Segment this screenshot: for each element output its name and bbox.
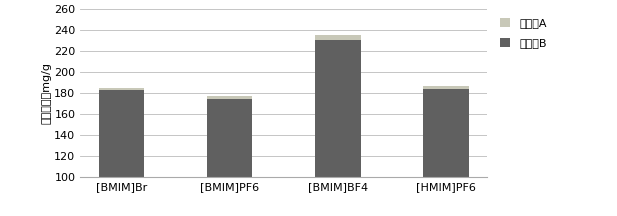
Y-axis label: 萃取总含量mg/g: 萃取总含量mg/g [41, 62, 51, 124]
Bar [423, 89, 469, 177]
Bar [207, 99, 252, 177]
Bar [99, 88, 144, 90]
Bar [315, 40, 361, 177]
Bar [315, 35, 361, 40]
Bar [99, 90, 144, 177]
Bar [207, 96, 252, 99]
Bar [423, 86, 469, 89]
Legend: 化合物A, 化合物B: 化合物A, 化合物B [497, 14, 550, 52]
